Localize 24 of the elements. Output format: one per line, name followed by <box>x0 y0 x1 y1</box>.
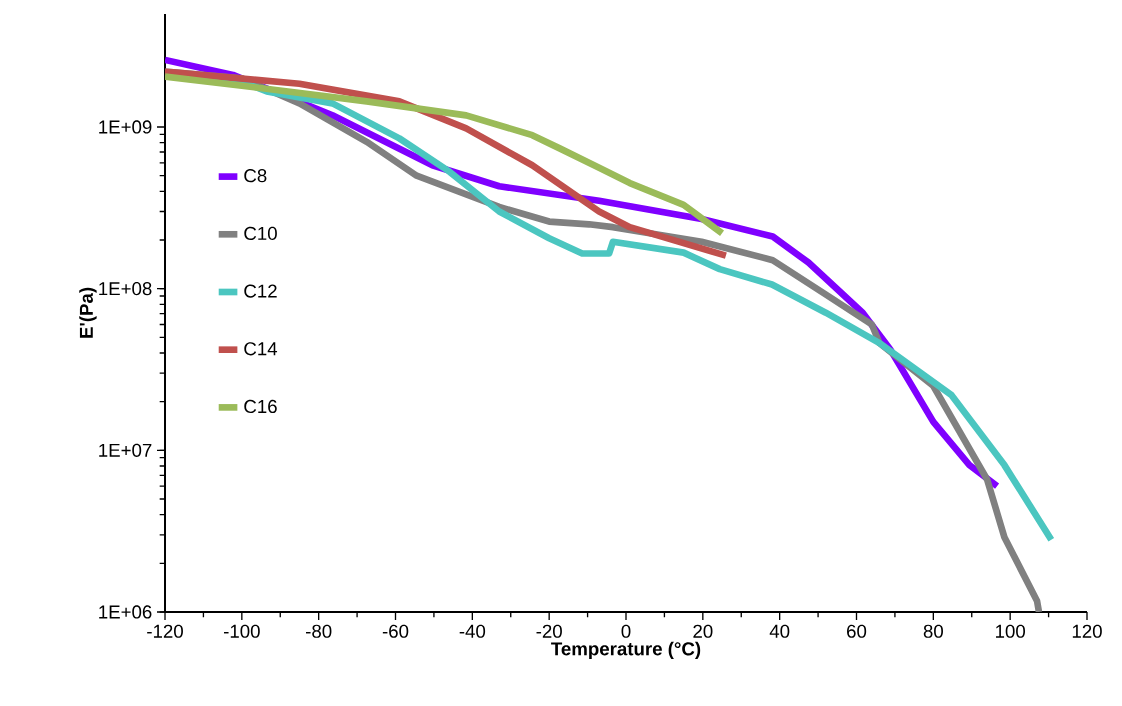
x-tick-label: 0 <box>621 624 631 638</box>
legend-label: C12 <box>244 284 277 298</box>
y-tick-label: 1E+08 <box>99 282 152 296</box>
x-tick-label: -100 <box>223 624 260 638</box>
legend-label: C14 <box>244 342 278 356</box>
legend-label: C16 <box>244 399 277 414</box>
x-tick-label: 20 <box>693 624 713 638</box>
x-tick-label: 100 <box>996 624 1026 638</box>
x-tick-label: -120 <box>147 624 183 638</box>
x-tick-label: -40 <box>459 624 486 638</box>
y-axis-title: E'(Pa) <box>79 287 97 338</box>
y-tick-label: 1E+07 <box>99 443 152 457</box>
legend-label: C8 <box>244 169 267 183</box>
x-tick-label: -80 <box>306 624 332 638</box>
x-tick-label: 40 <box>769 624 790 638</box>
x-tick-label: -60 <box>382 624 409 638</box>
x-tick-label: 60 <box>847 624 867 638</box>
x-axis-title: Temperature (°C) <box>551 641 701 660</box>
x-tick-label: -20 <box>536 624 562 638</box>
legend-label: C10 <box>244 226 277 240</box>
y-tick-label: 1E+06 <box>99 605 152 619</box>
x-tick-label: 80 <box>923 624 943 638</box>
x-tick-label: 120 <box>1072 624 1102 638</box>
y-tick-label: 1E+09 <box>99 120 152 134</box>
